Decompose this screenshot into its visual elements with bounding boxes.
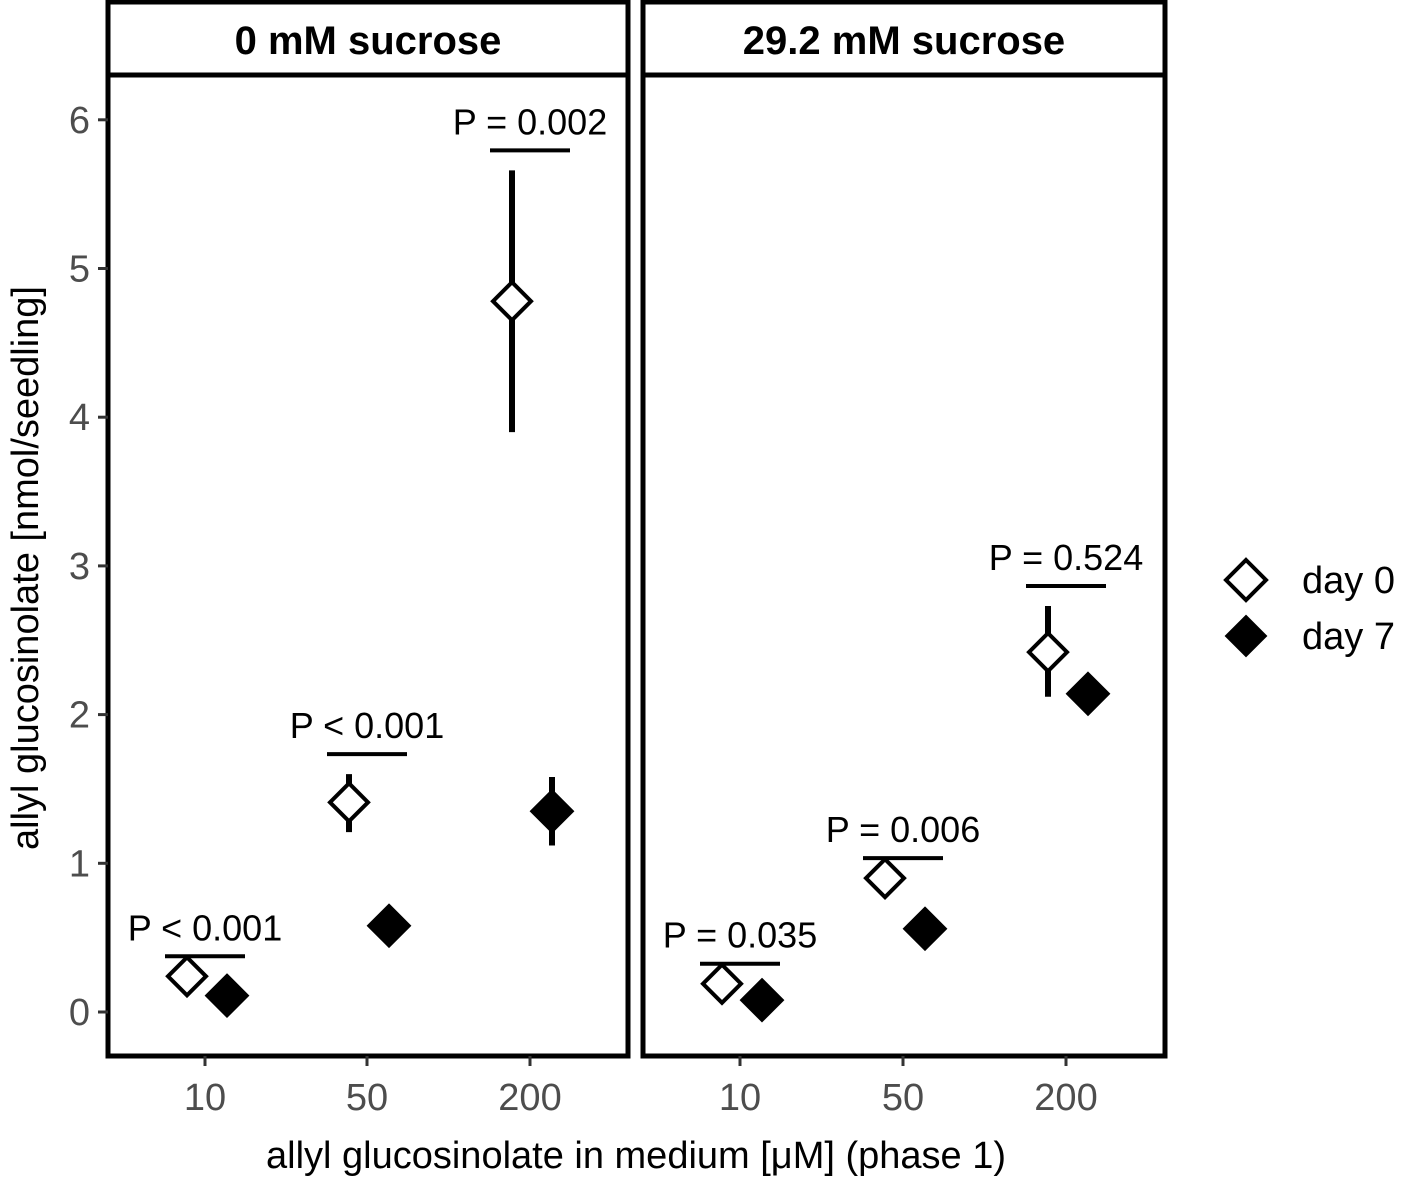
point-day0	[490, 279, 534, 324]
x-tick-label: 50	[882, 1077, 924, 1119]
x-tick-label: 200	[1034, 1077, 1097, 1119]
point-day0	[1026, 630, 1070, 674]
x-axis-title: allyl glucosinolate in medium [μM] (phas…	[266, 1135, 1006, 1177]
x-tick-label: 200	[498, 1077, 561, 1119]
panel-title: 0 mM sucrose	[235, 19, 502, 63]
point-day7	[902, 906, 948, 952]
point-day0	[700, 961, 744, 1006]
panel-strip	[640, 0, 1168, 78]
p-value-label: P = 0.524	[989, 537, 1143, 578]
x-tick-label: 50	[346, 1077, 388, 1119]
panel-2: 29.2 mM sucrose 10 50 200 P = 0.035 P = 0.006…	[640, 0, 1168, 1119]
legend-marker-day7	[1224, 614, 1268, 658]
point-day7	[366, 903, 412, 949]
panels-layer: 0 mM sucrose 0 1 2 3 4 5 6 10 50 200 P < 0.001 P < 0…	[69, 0, 1168, 1119]
y-tick-label: 1	[69, 843, 90, 885]
p-value-label: P < 0.001	[128, 907, 282, 948]
point-day7	[204, 973, 250, 1019]
p-value-label: P = 0.035	[663, 915, 817, 956]
x-tick-label: 10	[719, 1077, 761, 1119]
point-day7	[739, 977, 785, 1023]
y-tick-label: 0	[69, 992, 90, 1034]
legend-marker-day0	[1223, 557, 1269, 603]
y-tick-label: 3	[69, 546, 90, 588]
y-tick-label: 5	[69, 249, 90, 291]
y-tick-label: 4	[69, 397, 90, 439]
panel-title: 29.2 mM sucrose	[743, 19, 1065, 63]
y-tick-label: 2	[69, 695, 90, 737]
point-day0	[327, 780, 371, 825]
point-day0	[863, 856, 907, 900]
legend-label: day 7	[1302, 616, 1395, 658]
legend: day 0 day 7	[1223, 557, 1395, 658]
y-tick-label: 6	[69, 100, 90, 142]
x-tick-label: 10	[184, 1077, 226, 1119]
point-day0	[165, 954, 209, 999]
legend-label: day 0	[1302, 560, 1395, 602]
p-value-label: P < 0.001	[290, 705, 444, 746]
point-day7	[1065, 671, 1111, 717]
panel-1: 0 mM sucrose 0 1 2 3 4 5 6 10 50 200 P < 0.001 P < 0…	[69, 0, 631, 1119]
p-value-label: P = 0.002	[453, 101, 607, 142]
point-day7	[529, 788, 575, 834]
y-axis-title: allyl glucosinolate [nmol/seedling]	[5, 286, 47, 850]
p-value-label: P = 0.006	[826, 809, 980, 850]
